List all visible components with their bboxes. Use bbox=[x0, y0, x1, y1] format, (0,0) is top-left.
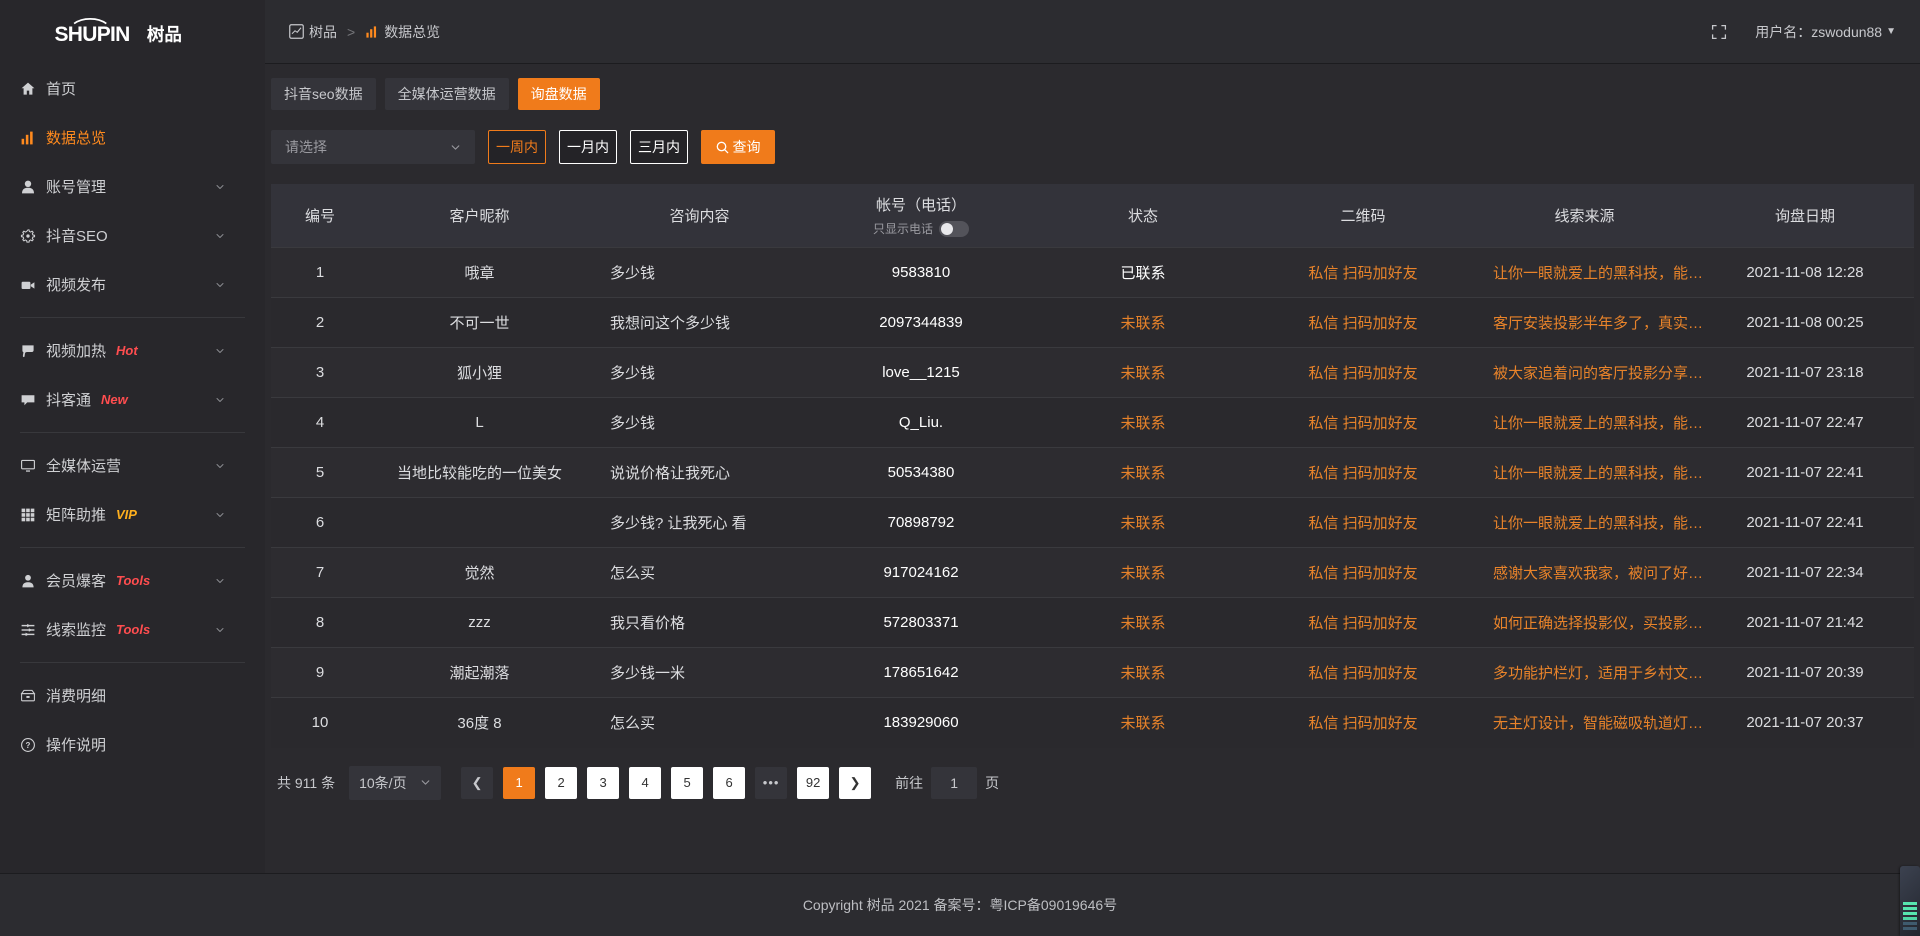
svg-text:SHUPIN: SHUPIN bbox=[55, 23, 130, 46]
svg-text:树品: 树品 bbox=[147, 24, 182, 44]
svg-text:?: ? bbox=[26, 741, 31, 750]
